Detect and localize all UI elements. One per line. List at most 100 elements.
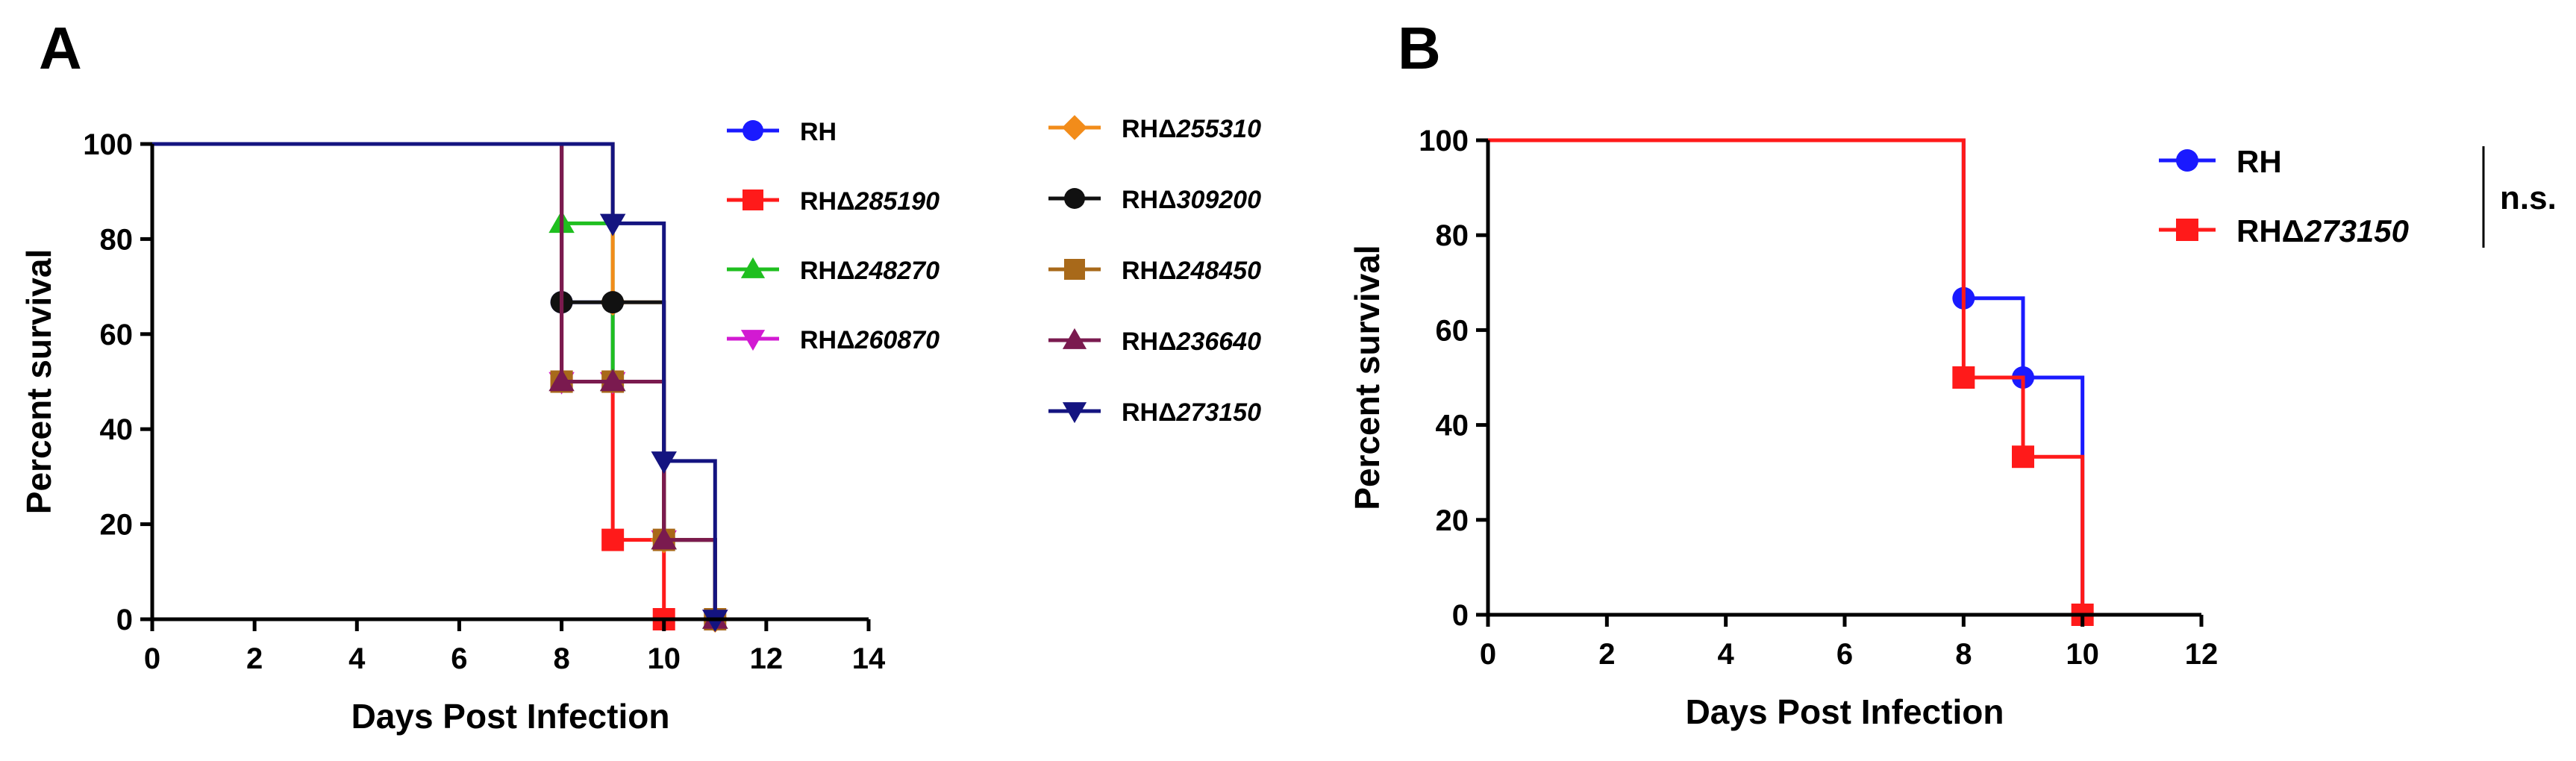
data-point <box>651 527 677 550</box>
legend-item: RHΔ273150 <box>2159 213 2409 248</box>
legend-item: RHΔ248450 <box>1048 257 1261 285</box>
data-point <box>601 528 625 551</box>
x-tick-label: 0 <box>1480 638 1496 671</box>
legend-prefix: RHΔ <box>1122 115 1177 143</box>
legend-label: RHΔ236640 <box>1122 328 1261 356</box>
legend-marker <box>2176 219 2198 241</box>
legend-strain: 236640 <box>1176 328 1262 356</box>
series-4 <box>152 142 729 633</box>
series-6 <box>152 142 727 630</box>
survival-line <box>152 142 717 619</box>
legend-item: RH <box>2159 144 2282 179</box>
legend-marker <box>743 190 763 210</box>
legend-label: RHΔ285190 <box>800 187 940 216</box>
legend-marker <box>1062 115 1087 140</box>
legend-label: RH <box>800 118 837 146</box>
legend-strain: 285190 <box>854 187 940 216</box>
legend-item: RHΔ255310 <box>1048 115 1261 143</box>
legend-strain: 255310 <box>1176 115 1262 143</box>
series-2 <box>152 142 728 629</box>
series-3 <box>152 142 728 633</box>
legend-prefix: RHΔ <box>800 257 855 285</box>
legend-prefix: RHΔ <box>2236 213 2304 248</box>
legend-marker <box>1064 259 1085 280</box>
data-point <box>548 369 575 392</box>
panel-letter: A <box>39 15 82 81</box>
x-axis-title: Days Post Infection <box>351 697 670 736</box>
y-tick-label: 40 <box>100 413 134 446</box>
x-tick-label: 12 <box>750 642 784 675</box>
y-tick-label: 60 <box>1436 314 1469 347</box>
data-point <box>651 451 677 475</box>
series-8 <box>152 142 728 633</box>
y-tick-label: 100 <box>1419 125 1469 157</box>
survival-line <box>152 142 717 619</box>
y-tick-label: 20 <box>1436 504 1469 537</box>
data-point <box>599 213 626 237</box>
data-point <box>2012 445 2034 469</box>
x-axis-title: Days Post Infection <box>1686 692 2004 731</box>
legend-marker <box>740 257 766 278</box>
legend-label: RHΔ260870 <box>800 326 940 354</box>
legend-strain: 273150 <box>1176 398 1262 427</box>
legend-label: RHΔ255310 <box>1122 115 1261 143</box>
y-tick-label: 0 <box>1452 599 1469 632</box>
y-tick-label: 40 <box>1436 410 1469 442</box>
legend-marker <box>743 120 763 141</box>
x-tick-label: 12 <box>2185 638 2219 671</box>
legend-strain: 260870 <box>854 326 940 354</box>
y-tick-label: 100 <box>83 128 133 161</box>
x-tick-label: 10 <box>647 642 681 675</box>
legend-prefix: RHΔ <box>1122 398 1177 427</box>
legend-strain: 309200 <box>1177 186 1262 214</box>
legend-item: RHΔ248270 <box>727 257 940 285</box>
panel-b: B 0 2 4 6 8 10 12 0 20 40 60 80 100 Days Post Infectio… <box>1348 15 2557 731</box>
x-tick-label: 2 <box>246 642 263 675</box>
y-tick-label: 0 <box>116 604 133 636</box>
x-tick-label: 10 <box>2066 638 2099 671</box>
x-tick-label: 14 <box>852 642 886 675</box>
legend-prefix: RHΔ <box>800 187 855 216</box>
legend-label: RHΔ273150 <box>1122 398 1261 427</box>
legend-label: RHΔ309200 <box>1122 186 1261 214</box>
x-tick-label: 8 <box>553 642 569 675</box>
x-tick-label: 6 <box>1836 638 1853 671</box>
survival-line <box>1488 138 2085 615</box>
x-tick-label: 4 <box>348 642 366 675</box>
legend-strain: 248270 <box>854 257 940 285</box>
legend-label: RHΔ273150 <box>2236 213 2409 248</box>
legend-prefix: RH <box>2236 144 2282 179</box>
legend-prefix: RHΔ <box>1122 328 1177 356</box>
legend-strain: 248450 <box>1176 257 1262 285</box>
legend-label: RHΔ248270 <box>800 257 940 285</box>
legend-marker <box>1064 188 1085 209</box>
legend-label: RH <box>2236 144 2282 179</box>
panel-letter: B <box>1398 15 1441 81</box>
legend-marker <box>1062 402 1087 424</box>
legend-prefix: RH <box>800 118 837 146</box>
series-7 <box>152 142 728 629</box>
legend-marker <box>1062 328 1087 349</box>
legend-prefix: RHΔ <box>800 326 855 354</box>
legend-marker <box>740 330 766 351</box>
x-tick-label: 2 <box>1598 638 1615 671</box>
legend-item: RHΔ285190 <box>727 187 940 216</box>
legend-prefix: RHΔ <box>1122 257 1177 285</box>
y-tick-label: 20 <box>100 509 134 542</box>
y-tick-label: 80 <box>1436 219 1469 252</box>
data-point <box>601 291 625 314</box>
legend-item: RH <box>727 118 837 146</box>
y-tick-label: 80 <box>100 223 134 256</box>
y-axis-title: Percent survival <box>19 249 58 514</box>
panel-a: A 0 2 4 6 8 10 12 14 0 20 40 60 80 100 Days Post Infect… <box>19 15 1261 736</box>
legend-prefix: RHΔ <box>1122 186 1177 214</box>
x-tick-label: 4 <box>1718 638 1735 671</box>
series-1 <box>152 142 675 630</box>
x-tick-label: 0 <box>144 642 160 675</box>
series-0 <box>152 142 727 630</box>
legend-marker <box>2176 149 2198 172</box>
legend-item: RHΔ260870 <box>727 326 940 354</box>
x-tick-label: 6 <box>451 642 467 675</box>
legend-item: RHΔ273150 <box>1048 398 1261 427</box>
